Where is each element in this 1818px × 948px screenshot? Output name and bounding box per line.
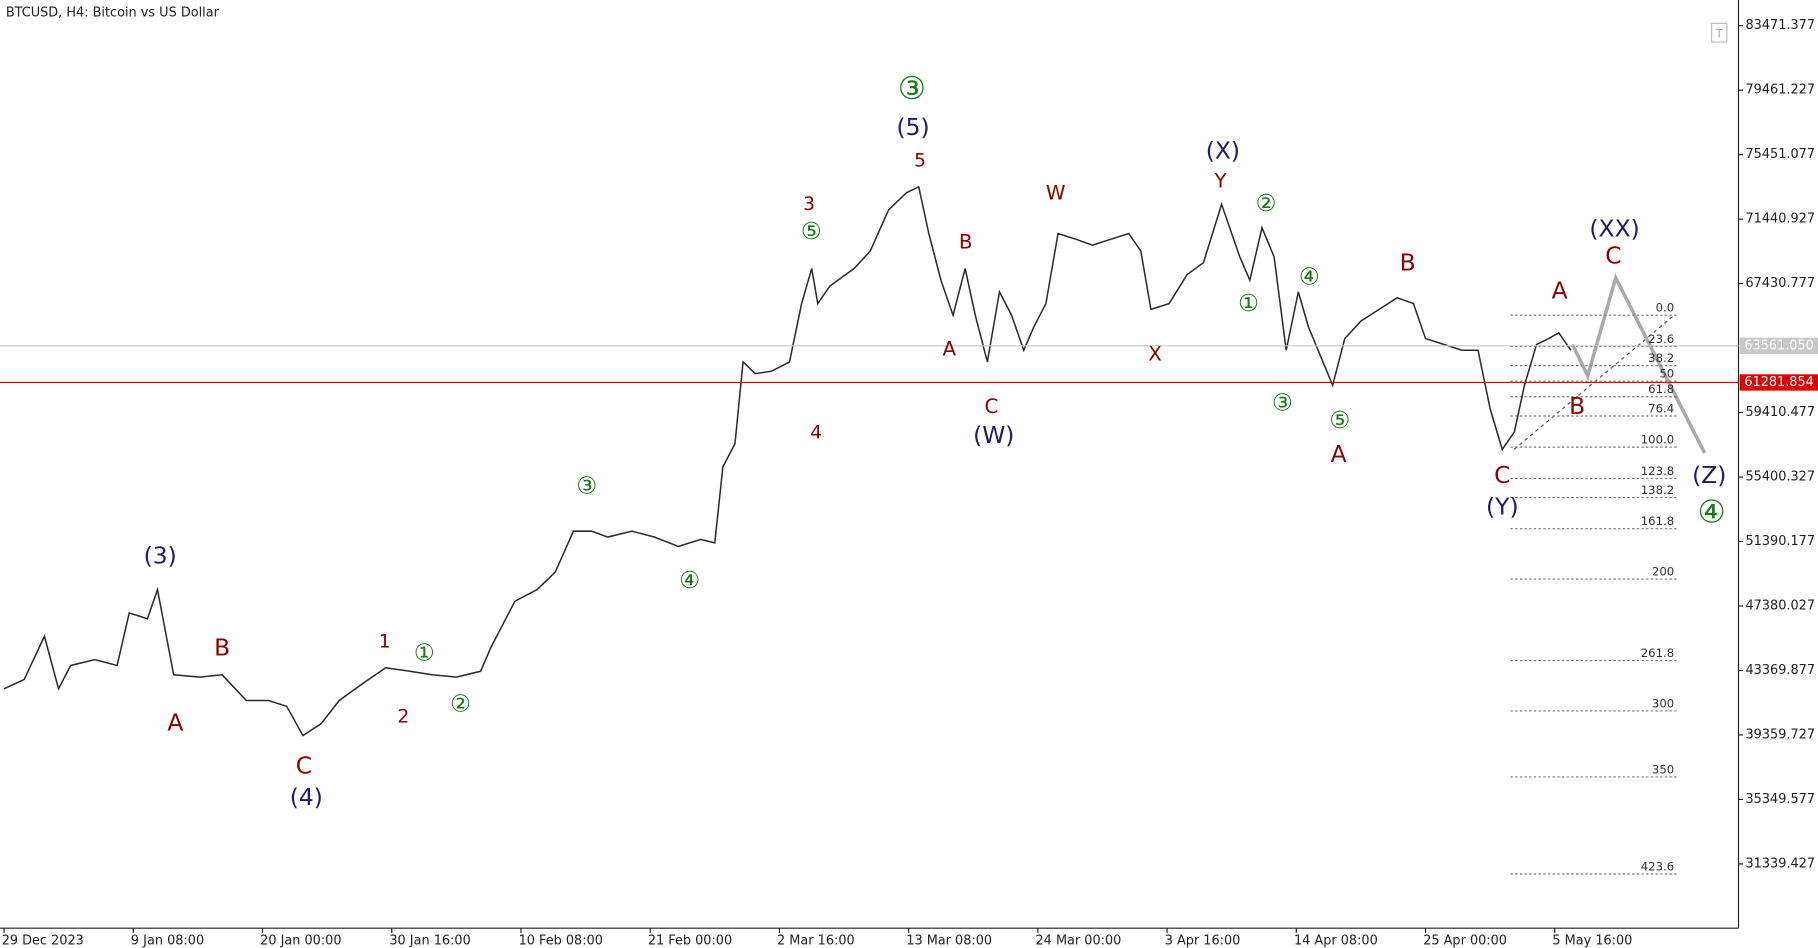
price-label-box — [1739, 374, 1818, 391]
fib-level-label: 138.2 — [1641, 483, 1674, 497]
fib-level-label: 261.8 — [1641, 646, 1674, 660]
wave-label: (XX) — [1589, 215, 1639, 243]
wave-label: ③ — [1272, 388, 1293, 416]
x-tick-label: 14 Apr 08:00 — [1294, 934, 1378, 948]
price-line — [3, 185, 1572, 737]
x-tick-label: 2 Mar 16:00 — [777, 934, 855, 948]
wave-label: B — [1400, 248, 1416, 276]
wave-label: A — [1552, 276, 1568, 304]
fib-level-label: 61.8 — [1648, 382, 1674, 396]
wave-label: ② — [1256, 189, 1277, 217]
fib-level-label: 423.6 — [1641, 860, 1674, 874]
wave-label: ① — [1238, 289, 1259, 317]
y-tick-label: 47380.027 — [1746, 599, 1816, 614]
y-tick-label: 59410.477 — [1746, 405, 1816, 420]
x-tick-label: 24 Mar 00:00 — [1036, 934, 1122, 948]
x-tick-label: 29 Dec 2023 — [2, 934, 84, 948]
fib-level-label: 23.6 — [1648, 332, 1674, 346]
wave-label: ④ — [1697, 495, 1725, 531]
wave-label: (W) — [973, 421, 1014, 449]
wave-label: C — [984, 395, 998, 418]
y-tick-label: 35349.577 — [1746, 792, 1816, 807]
wave-label: ① — [414, 638, 435, 666]
wave-label: 3 — [803, 194, 815, 215]
wave-label: B — [1569, 392, 1585, 420]
fib-level-label: 100.0 — [1641, 433, 1674, 447]
price-label: 63561.050 — [1744, 338, 1814, 353]
wave-label: (5) — [897, 113, 930, 141]
wave-label: Y — [1213, 170, 1227, 193]
fib-level-label: 350 — [1652, 762, 1674, 776]
icon-glyph: T — [1715, 26, 1724, 40]
fib-level-label: 123.8 — [1641, 464, 1674, 478]
wave-label: W — [1046, 181, 1066, 204]
wave-label: ④ — [679, 566, 700, 594]
x-tick-label: 20 Jan 00:00 — [260, 934, 341, 948]
y-tick-label: 67430.777 — [1746, 276, 1816, 291]
fib-level-label: 161.8 — [1641, 514, 1674, 528]
price-label: 61281.854 — [1744, 375, 1814, 390]
fib-level-label: 38.2 — [1648, 351, 1674, 365]
wave-label: X — [1148, 342, 1162, 365]
y-tick-label: 75451.077 — [1746, 147, 1816, 162]
wave-label: B — [959, 230, 973, 253]
wave-label: (4) — [290, 783, 323, 811]
wave-label: (3) — [144, 541, 177, 569]
x-tick-label: 30 Jan 16:00 — [389, 934, 470, 948]
wave-label: 1 — [379, 632, 391, 653]
wave-label: ② — [450, 690, 471, 718]
fib-level-label: 300 — [1652, 696, 1674, 710]
x-tick-label: 25 Apr 00:00 — [1423, 934, 1507, 948]
chart-title: BTCUSD, H4: Bitcoin vs US Dollar — [6, 5, 220, 20]
wave-label: ⑤ — [1329, 406, 1350, 434]
fib-level-label: 76.4 — [1648, 402, 1674, 416]
x-tick-label: 13 Mar 08:00 — [906, 934, 992, 948]
x-tick-label: 9 Jan 08:00 — [131, 934, 204, 948]
wave-label: 4 — [810, 423, 822, 444]
wave-label: (Y) — [1486, 492, 1519, 520]
y-tick-label: 83471.377 — [1746, 18, 1816, 33]
x-tick-label: 21 Feb 00:00 — [648, 934, 732, 948]
wave-label: 2 — [397, 706, 409, 727]
wave-label: C — [296, 752, 312, 780]
x-tick-label: 10 Feb 08:00 — [519, 934, 603, 948]
wave-label: A — [1331, 440, 1347, 468]
wave-label: (X) — [1206, 136, 1240, 164]
x-tick-label: 5 May 16:00 — [1552, 934, 1632, 948]
wave-label: ⑤ — [801, 217, 822, 245]
y-tick-label: 43369.877 — [1746, 663, 1816, 678]
wave-label: A — [943, 338, 957, 361]
fib-level-label: 0.0 — [1656, 301, 1675, 315]
fib-level-label: 200 — [1652, 565, 1674, 579]
x-tick-label: 3 Apr 16:00 — [1165, 934, 1241, 948]
wave-label: B — [214, 634, 230, 662]
icon-box[interactable] — [1711, 22, 1728, 43]
price-label-box — [1739, 337, 1818, 354]
wave-label: 5 — [914, 151, 926, 172]
y-tick-label: 51390.177 — [1746, 534, 1816, 549]
wave-label: C — [1605, 241, 1621, 269]
wave-label: ③ — [576, 471, 597, 499]
wave-label: (Z) — [1692, 461, 1726, 489]
y-tick-label: 55400.327 — [1746, 470, 1816, 485]
wave-label: C — [1494, 461, 1510, 489]
fib-level-label: 50 — [1659, 367, 1674, 381]
y-tick-label: 79461.227 — [1746, 83, 1816, 98]
wave-label: ④ — [1299, 262, 1320, 290]
wave-label: A — [167, 708, 183, 736]
wave-label: ③ — [898, 71, 926, 107]
y-tick-label: 71440.927 — [1746, 212, 1816, 227]
y-tick-label: 31339.427 — [1746, 856, 1816, 871]
y-tick-label: 39359.727 — [1746, 727, 1816, 742]
